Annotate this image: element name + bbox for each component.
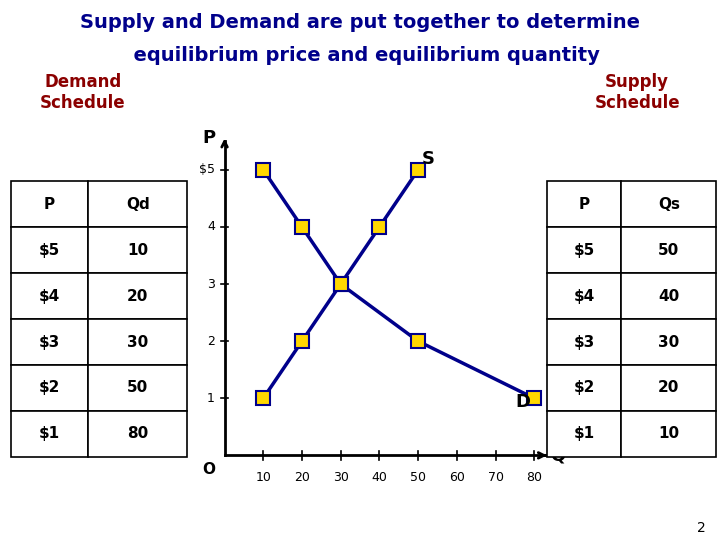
FancyBboxPatch shape bbox=[89, 411, 187, 457]
Text: Supply: Supply bbox=[606, 73, 669, 91]
FancyBboxPatch shape bbox=[547, 273, 621, 319]
Text: Qd: Qd bbox=[126, 197, 150, 212]
FancyBboxPatch shape bbox=[547, 227, 621, 273]
FancyBboxPatch shape bbox=[11, 365, 89, 411]
Text: 80: 80 bbox=[127, 427, 148, 441]
Text: 2: 2 bbox=[207, 335, 215, 348]
Text: P: P bbox=[202, 130, 215, 147]
Text: 40: 40 bbox=[372, 471, 387, 484]
Text: 40: 40 bbox=[658, 289, 680, 303]
Text: $3: $3 bbox=[574, 335, 595, 349]
FancyBboxPatch shape bbox=[11, 319, 89, 365]
FancyBboxPatch shape bbox=[89, 273, 187, 319]
Text: 2: 2 bbox=[697, 521, 706, 535]
Text: $4: $4 bbox=[39, 289, 60, 303]
Text: 20: 20 bbox=[658, 381, 680, 395]
Text: 60: 60 bbox=[449, 471, 464, 484]
Text: $3: $3 bbox=[39, 335, 60, 349]
Text: D: D bbox=[515, 393, 530, 411]
Text: 50: 50 bbox=[127, 381, 148, 395]
Text: 10: 10 bbox=[256, 471, 271, 484]
FancyBboxPatch shape bbox=[621, 273, 716, 319]
FancyBboxPatch shape bbox=[621, 411, 716, 457]
Text: S: S bbox=[422, 150, 435, 168]
FancyBboxPatch shape bbox=[89, 227, 187, 273]
FancyBboxPatch shape bbox=[11, 273, 89, 319]
Text: O: O bbox=[202, 462, 215, 477]
Text: $4: $4 bbox=[574, 289, 595, 303]
FancyBboxPatch shape bbox=[621, 181, 716, 227]
FancyBboxPatch shape bbox=[547, 319, 621, 365]
Text: P: P bbox=[579, 197, 590, 212]
Text: $5: $5 bbox=[39, 243, 60, 258]
FancyBboxPatch shape bbox=[11, 181, 89, 227]
Text: Schedule: Schedule bbox=[40, 94, 125, 112]
FancyBboxPatch shape bbox=[547, 181, 621, 227]
Text: Schedule: Schedule bbox=[595, 94, 680, 112]
FancyBboxPatch shape bbox=[621, 319, 716, 365]
Text: equilibrium price and equilibrium quantity: equilibrium price and equilibrium quanti… bbox=[120, 46, 600, 65]
Text: $1: $1 bbox=[39, 427, 60, 441]
Text: Supply and Demand are put together to determine: Supply and Demand are put together to de… bbox=[80, 14, 640, 32]
Text: P: P bbox=[44, 197, 55, 212]
Text: $5: $5 bbox=[574, 243, 595, 258]
Text: 30: 30 bbox=[127, 335, 148, 349]
Text: 50: 50 bbox=[410, 471, 426, 484]
FancyBboxPatch shape bbox=[89, 181, 187, 227]
Text: 20: 20 bbox=[127, 289, 148, 303]
FancyBboxPatch shape bbox=[621, 227, 716, 273]
Text: Qs: Qs bbox=[658, 197, 680, 212]
Text: $2: $2 bbox=[574, 381, 595, 395]
Text: 20: 20 bbox=[294, 471, 310, 484]
Text: $5: $5 bbox=[199, 164, 215, 177]
Text: 10: 10 bbox=[658, 427, 680, 441]
FancyBboxPatch shape bbox=[621, 365, 716, 411]
Text: 70: 70 bbox=[487, 471, 503, 484]
Text: 3: 3 bbox=[207, 278, 215, 291]
Text: Q: Q bbox=[550, 447, 565, 464]
Text: 4: 4 bbox=[207, 220, 215, 233]
Text: 10: 10 bbox=[127, 243, 148, 258]
Text: $1: $1 bbox=[574, 427, 595, 441]
FancyBboxPatch shape bbox=[11, 411, 89, 457]
Text: 80: 80 bbox=[526, 471, 542, 484]
FancyBboxPatch shape bbox=[547, 411, 621, 457]
FancyBboxPatch shape bbox=[89, 365, 187, 411]
Text: 50: 50 bbox=[658, 243, 680, 258]
Text: 30: 30 bbox=[333, 471, 348, 484]
Text: 1: 1 bbox=[207, 392, 215, 405]
FancyBboxPatch shape bbox=[11, 227, 89, 273]
Text: Demand: Demand bbox=[44, 73, 122, 91]
Text: 30: 30 bbox=[658, 335, 680, 349]
FancyBboxPatch shape bbox=[89, 319, 187, 365]
Text: $2: $2 bbox=[39, 381, 60, 395]
FancyBboxPatch shape bbox=[547, 365, 621, 411]
